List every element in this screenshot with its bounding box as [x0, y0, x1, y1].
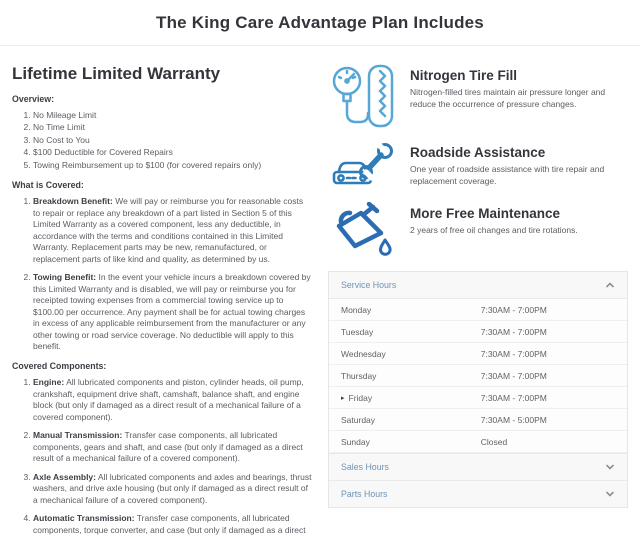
component-item-text: Transfer case components, all lubricated… — [33, 430, 303, 464]
day-label: Wednesday — [341, 348, 386, 359]
hours-row: ▸Wednesday 7:30AM - 7:00PM — [329, 343, 627, 365]
overview-list: No Mileage Limit No Time Limit No Cost t… — [12, 110, 312, 171]
overview-item: Towing Reimbursement up to $100 (for cov… — [33, 160, 312, 171]
feature-title: Nitrogen Tire Fill — [410, 68, 518, 83]
component-item-label: Automatic Transmission: — [33, 513, 135, 524]
component-item-text: All lubricated components and piston, cy… — [33, 377, 304, 422]
day-cell: ▸Thursday — [341, 371, 481, 381]
component-item: Engine: All lubricated components and pi… — [33, 377, 312, 423]
component-item-label: Manual Transmission: — [33, 430, 123, 441]
overview-item: No Cost to You — [33, 135, 312, 146]
overview-item: $100 Deductible for Covered Repairs — [33, 147, 312, 158]
covered-list: Breakdown Benefit: We will pay or reimbu… — [12, 196, 312, 352]
covered-item-label: Towing Benefit: — [33, 272, 97, 283]
accordion-header-parts-hours[interactable]: Parts Hours — [329, 481, 627, 507]
component-item: Axle Assembly: All lubricated components… — [33, 472, 312, 506]
overview-item: No Mileage Limit — [33, 110, 312, 121]
feature-text-block: Nitrogen Tire Fill Nitrogen-filled tires… — [410, 62, 630, 111]
chevron-down-icon — [606, 464, 614, 470]
hours-row: ▸Saturday 7:30AM - 5:00PM — [329, 409, 627, 431]
day-label: Tuesday — [341, 326, 374, 337]
covered-components-label: Covered Components: — [12, 361, 107, 372]
covered-item: Towing Benefit: In the event your vehicl… — [33, 272, 312, 352]
current-day-marker: ▸ — [341, 394, 345, 402]
service-hours-table: ▸Monday 7:30AM - 7:00PM ▸Tuesday 7:30AM … — [329, 299, 627, 454]
feature-title: More Free Maintenance — [410, 206, 561, 221]
warranty-heading: Lifetime Limited Warranty — [12, 64, 221, 83]
accordion-label: Parts Hours — [341, 489, 388, 499]
day-label: Monday — [341, 304, 372, 315]
overview-item: No Time Limit — [33, 122, 312, 133]
what-is-covered-label: What is Covered: — [12, 180, 84, 191]
feature-description: One year of roadside assistance with tir… — [410, 164, 605, 186]
accordion-header-sales-hours[interactable]: Sales Hours — [329, 454, 627, 481]
day-label: Thursday — [341, 370, 377, 381]
hours-cell: 7:30AM - 7:00PM — [480, 348, 547, 359]
hours-cell: 7:30AM - 7:00PM — [480, 392, 547, 403]
accordion-header-service-hours[interactable]: Service Hours — [329, 272, 627, 299]
oil-can-icon — [328, 200, 398, 260]
covered-item-text: In the event your vehicle incurs a break… — [33, 272, 311, 351]
day-cell: ▸Tuesday — [341, 327, 481, 337]
covered-item-label: Breakdown Benefit: — [33, 196, 113, 207]
components-list: Engine: All lubricated components and pi… — [12, 377, 312, 535]
hours-cell: 7:30AM - 7:00PM — [480, 326, 547, 337]
car-wrench-icon — [328, 139, 398, 191]
hours-row: ▸Monday 7:30AM - 7:00PM — [329, 299, 627, 321]
hours-accordion: Service Hours ▸Monday 7:30AM - 7:00PM ▸T… — [328, 271, 628, 508]
hours-row: ▸Thursday 7:30AM - 7:00PM — [329, 365, 627, 387]
hours-cell: 7:30AM - 5:00PM — [480, 414, 547, 425]
hours-cell: 7:30AM - 7:00PM — [480, 304, 547, 315]
day-cell: ▸Sunday — [341, 437, 481, 447]
day-label: Saturday — [341, 414, 376, 425]
hours-row: ▸ Friday 7:30AM - 7:00PM — [329, 387, 627, 409]
overview-label: Overview: — [12, 94, 55, 104]
day-cell: ▸ Friday — [341, 393, 481, 403]
hours-row: ▸Tuesday 7:30AM - 7:00PM — [329, 321, 627, 343]
covered-item: Breakdown Benefit: We will pay or reimbu… — [33, 196, 312, 265]
hours-cell: Closed — [480, 436, 508, 447]
covered-item-text: We will pay or reimburse you for reasona… — [33, 196, 304, 264]
component-item-label: Engine: — [33, 377, 65, 388]
day-label: Friday — [348, 392, 373, 403]
hours-cell: 7:30AM - 7:00PM — [480, 370, 547, 381]
benefits-section: Nitrogen Tire Fill Nitrogen-filled tires… — [328, 62, 630, 535]
feature-description: Nitrogen-filled tires maintain air press… — [410, 87, 606, 109]
feature-title: Roadside Assistance — [410, 145, 546, 160]
page-title: The King Care Advantage Plan Includes — [156, 13, 484, 32]
hours-row: ▸Sunday Closed — [329, 431, 627, 453]
chevron-up-icon — [606, 282, 614, 288]
feature-nitrogen-tire-fill: Nitrogen Tire Fill Nitrogen-filled tires… — [328, 62, 630, 130]
day-cell: ▸Saturday — [341, 415, 481, 425]
feature-roadside-assistance: Roadside Assistance One year of roadside… — [328, 139, 630, 191]
page-header: The King Care Advantage Plan Includes — [0, 0, 640, 46]
main-content: Lifetime Limited Warranty Overview: No M… — [0, 46, 640, 535]
accordion-label: Sales Hours — [341, 462, 389, 472]
component-item: Manual Transmission: Transfer case compo… — [33, 430, 312, 464]
component-item-text: All lubricated components and axles and … — [33, 471, 312, 505]
feature-text-block: Roadside Assistance One year of roadside… — [410, 139, 630, 188]
tire-pressure-gauge-icon — [328, 62, 398, 130]
component-item-text: Transfer case components, all lubricated… — [33, 513, 306, 535]
chevron-down-icon — [606, 491, 614, 497]
feature-more-free-maintenance: More Free Maintenance 2 years of free oi… — [328, 200, 630, 260]
day-label: Sunday — [341, 436, 370, 447]
day-cell: ▸Wednesday — [341, 349, 481, 359]
day-cell: ▸Monday — [341, 305, 481, 315]
component-item: Automatic Transmission: Transfer case co… — [33, 513, 312, 535]
warranty-section: Lifetime Limited Warranty Overview: No M… — [12, 62, 312, 535]
feature-description: 2 years of free oil changes and tire rot… — [410, 225, 578, 235]
feature-text-block: More Free Maintenance 2 years of free oi… — [410, 200, 578, 237]
accordion-label: Service Hours — [341, 280, 397, 290]
component-item-label: Axle Assembly: — [33, 471, 96, 482]
